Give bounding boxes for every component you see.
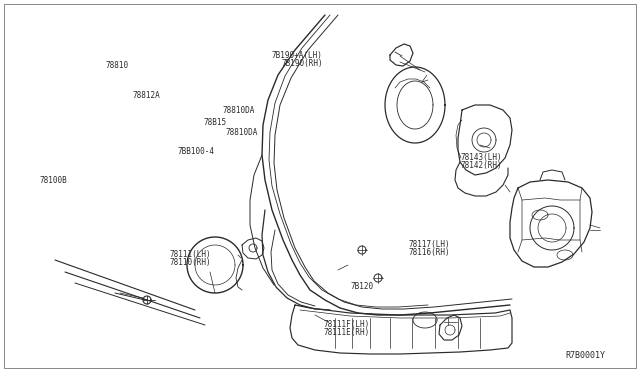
Text: 78117(LH): 78117(LH) [408,240,450,249]
Text: 78110(RH): 78110(RH) [170,258,211,267]
Text: 78111(LH): 78111(LH) [170,250,211,259]
Text: 78B15: 78B15 [204,118,227,127]
Text: 78143(LH): 78143(LH) [461,153,502,162]
Text: 78810DA: 78810DA [223,106,255,115]
Text: 78111E(RH): 78111E(RH) [323,328,369,337]
Text: R7B0001Y: R7B0001Y [565,350,605,359]
Text: 78116(RH): 78116(RH) [408,248,450,257]
Text: 78111F(LH): 78111F(LH) [323,320,369,329]
Text: 78100B: 78100B [40,176,67,185]
Text: 78810DA: 78810DA [225,128,258,137]
Text: 7B120: 7B120 [351,282,374,291]
Text: 7B190(RH): 7B190(RH) [282,59,323,68]
Text: 78812A: 78812A [132,92,160,100]
Text: 7B190+A(LH): 7B190+A(LH) [272,51,323,60]
Text: 78142(RH): 78142(RH) [461,161,502,170]
Text: 7BB100-4: 7BB100-4 [178,147,215,156]
Text: 78810: 78810 [106,61,129,70]
